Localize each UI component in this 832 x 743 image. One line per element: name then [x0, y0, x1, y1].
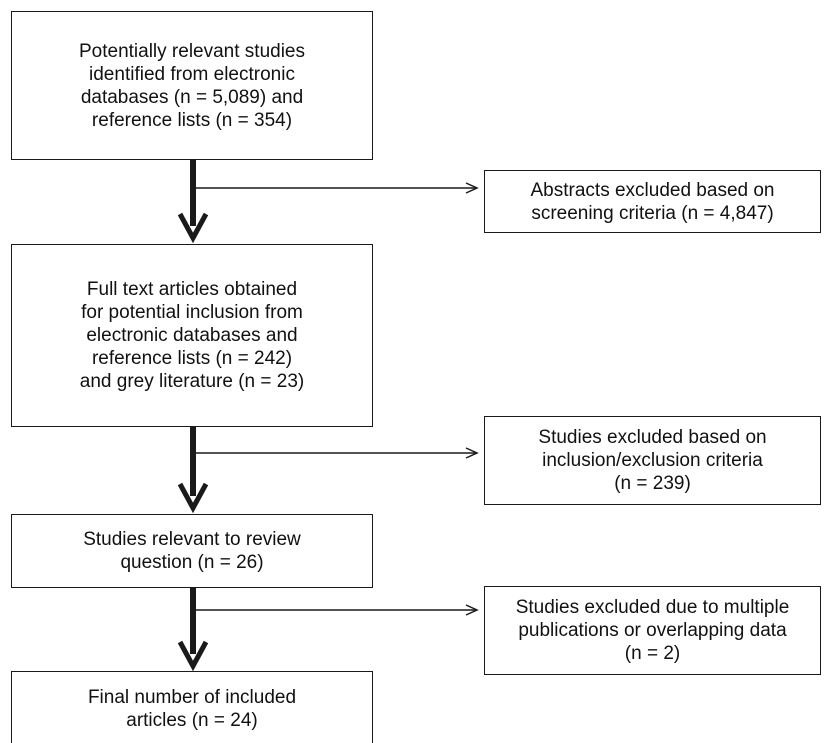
- final-included-box: Final number of included articles (n = 2…: [11, 671, 373, 743]
- identified-studies-box: Potentially relevant studies identified …: [11, 11, 373, 160]
- main-arrow-1: [177, 160, 209, 244]
- final-included-text: Final number of included articles (n = 2…: [87, 687, 297, 731]
- exclusion-arrow-1: [193, 182, 479, 194]
- exclusion-arrow-3: [193, 604, 479, 616]
- main-arrow-2: [177, 427, 209, 514]
- full-text-articles-box: Full text articles obtained for potentia…: [11, 244, 373, 427]
- identified-studies-text: Potentially relevant studies identified …: [78, 40, 305, 131]
- criteria-excluded-text: Studies excluded based on inclusion/excl…: [538, 427, 767, 494]
- main-arrow-3: [177, 588, 209, 672]
- criteria-excluded-box: Studies excluded based on inclusion/excl…: [484, 416, 821, 505]
- exclusion-arrow-2: [193, 447, 479, 459]
- abstracts-excluded-text: Abstracts excluded based on screening cr…: [530, 179, 775, 224]
- duplicates-excluded-text: Studies excluded due to multiple publica…: [515, 597, 790, 664]
- relevant-studies-text: Studies relevant to review question (n =…: [83, 529, 301, 573]
- abstracts-excluded-box: Abstracts excluded based on screening cr…: [484, 170, 821, 233]
- duplicates-excluded-box: Studies excluded due to multiple publica…: [484, 586, 821, 675]
- full-text-articles-text: Full text articles obtained for potentia…: [79, 279, 305, 392]
- relevant-studies-box: Studies relevant to review question (n =…: [11, 514, 373, 588]
